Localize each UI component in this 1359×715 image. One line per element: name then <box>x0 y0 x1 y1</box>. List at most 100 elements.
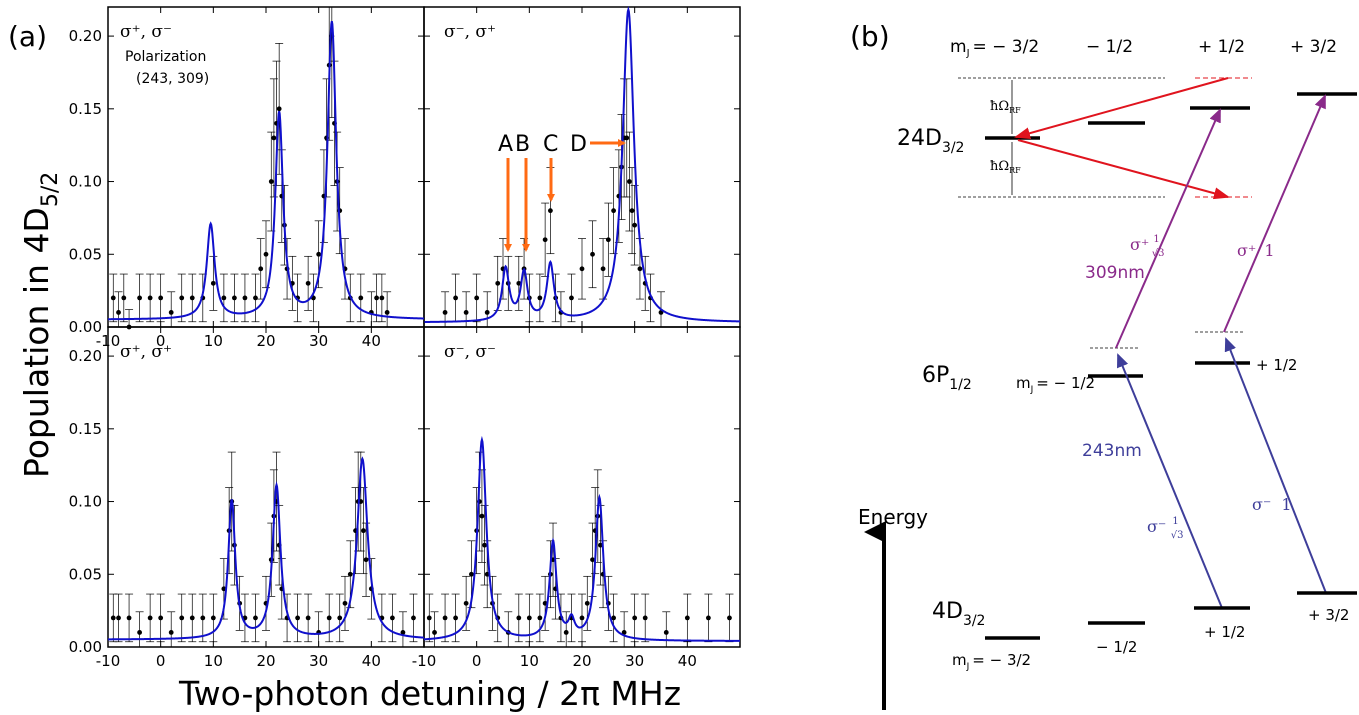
data-point <box>516 615 522 621</box>
data-point <box>242 295 248 301</box>
x-tick-label: 30 <box>309 652 328 670</box>
data-point <box>706 615 711 621</box>
data-point <box>189 615 195 621</box>
data-point <box>684 615 690 621</box>
fit-curve <box>108 21 425 321</box>
mj-4D-plus-half: + 1/2 <box>1204 623 1245 641</box>
y-tick-label: 0.00 <box>69 318 102 336</box>
data-point <box>590 251 595 257</box>
data-point <box>600 266 606 272</box>
transition-243-right-label: σ⁻ 1 <box>1252 495 1292 514</box>
panel-a-label: (a) <box>8 20 47 53</box>
data-point <box>569 295 574 301</box>
y-tick-label: 0.05 <box>69 245 102 263</box>
x-tick-label: 0 <box>156 332 166 350</box>
data-point <box>479 513 485 519</box>
wavelength-243: 243nm <box>1082 441 1142 461</box>
data-point <box>258 266 264 272</box>
x-tick-label: -10 <box>96 332 121 350</box>
data-point <box>168 630 174 635</box>
x-tick-label: -10 <box>96 652 121 670</box>
energy-level-diagram: (b) mJ = − 3/2 − 1/2 + 1/2 + 3/2 ħΩRF ħΩR… <box>850 20 1357 710</box>
rf-arrow-upper-to-24D <box>1014 77 1229 140</box>
x-tick-label: 10 <box>204 652 223 670</box>
y-tick-label: 0.10 <box>69 493 102 511</box>
data-point <box>642 615 648 621</box>
polarization-note-line2: (243, 309) <box>136 71 209 87</box>
data-point <box>632 222 638 228</box>
data-point <box>605 237 611 243</box>
polarization-bottom-right: σ⁻, σ⁻ <box>444 342 496 362</box>
state-6P: 6P1/2 <box>922 363 972 393</box>
polarization-top-left: σ⁺, σ⁻ <box>120 22 172 42</box>
x-tick-label: 40 <box>678 652 697 670</box>
data-point <box>495 280 501 286</box>
data-point <box>537 295 543 301</box>
data-point <box>637 266 643 272</box>
data-point <box>516 280 522 286</box>
mj-header-minus-half: − 1/2 <box>1086 37 1133 57</box>
data-point <box>158 295 164 301</box>
data-point <box>137 295 143 301</box>
x-tick-label: 20 <box>256 652 275 670</box>
data-point <box>158 615 164 621</box>
data-point <box>611 615 616 621</box>
data-point <box>442 615 448 621</box>
data-point <box>563 630 569 635</box>
x-tick-label: 20 <box>256 332 275 350</box>
data-point <box>632 615 638 621</box>
data-point <box>210 280 216 286</box>
data-point <box>379 295 385 301</box>
mj-header-label: mJ = − 3/2 <box>950 37 1039 59</box>
data-point <box>316 251 322 257</box>
peak-label-a: A <box>498 132 513 157</box>
data-point <box>598 542 603 548</box>
data-point <box>232 295 237 301</box>
y-axis-label: Population in 4D5/2 <box>17 172 63 478</box>
uv-309-arrow-right <box>1223 94 1326 333</box>
data-point <box>482 542 487 548</box>
data-point <box>621 630 627 635</box>
transition-243-left-label: σ⁻ 1 √3 <box>1147 516 1183 541</box>
data-point <box>116 310 121 315</box>
data-point <box>342 600 348 606</box>
hbar-omega-lower: ħΩRF <box>990 159 1021 175</box>
y-tick-label: 0.20 <box>69 347 102 365</box>
data-point <box>110 295 116 301</box>
x-tick-label: 0 <box>472 652 482 670</box>
uv-309-arrow-left <box>1115 108 1221 349</box>
transition-309-right-label: σ⁺ 1 <box>1237 241 1275 260</box>
data-point <box>484 310 490 315</box>
data-point <box>453 295 458 301</box>
x-tick-label: 40 <box>362 652 381 670</box>
data-point <box>271 135 277 141</box>
x-tick-label: 30 <box>625 652 644 670</box>
plot-data-layer: -10 0 10 20 30 400.000.050.100.150.20-10 0 10 20… <box>69 5 741 670</box>
y-tick-label: 0.10 <box>69 173 102 191</box>
mj-6P-left: mJ = − 1/2 <box>1016 374 1095 395</box>
mj-4D-plus-three-half: + 3/2 <box>1308 606 1349 624</box>
fit-curve <box>423 435 740 642</box>
data-point <box>542 237 548 243</box>
state-24D: 24D3/2 <box>897 126 964 156</box>
data-point <box>268 179 274 184</box>
mj-4D-left: mJ = − 3/2 <box>952 651 1031 672</box>
data-point <box>210 615 216 621</box>
data-point <box>305 280 311 286</box>
data-point <box>126 615 132 621</box>
data-point <box>116 615 121 621</box>
data-point <box>253 615 258 621</box>
data-point <box>426 615 432 621</box>
peak-annotations: A B C D <box>498 132 626 252</box>
data-point <box>179 295 185 301</box>
data-point <box>263 251 269 257</box>
data-point <box>463 600 469 606</box>
peak-label-b: B <box>515 132 530 157</box>
data-point <box>147 295 153 301</box>
data-point <box>611 208 616 214</box>
data-point <box>189 295 195 301</box>
uv-243-arrow-right <box>1224 337 1327 594</box>
data-point <box>121 295 127 301</box>
panel-b-label: (b) <box>850 20 890 53</box>
